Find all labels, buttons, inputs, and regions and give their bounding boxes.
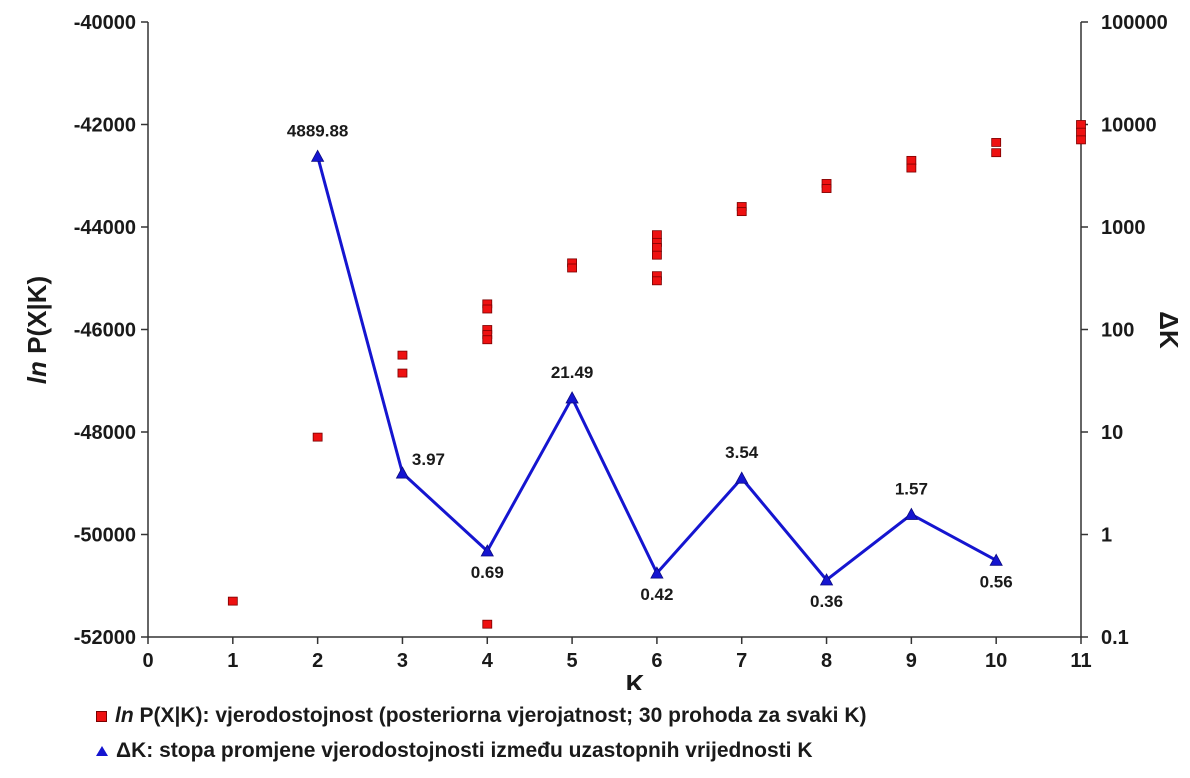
y-tick-label: -40000 bbox=[74, 12, 136, 34]
delta-k-line bbox=[316, 155, 997, 582]
ln-p-point bbox=[652, 276, 662, 286]
y-tick-label: -52000 bbox=[74, 627, 136, 649]
x-tick-label: 0 bbox=[142, 650, 153, 672]
x-tick-label: 11 bbox=[1070, 650, 1091, 672]
y-tick-label: -44000 bbox=[74, 217, 136, 239]
ln-p-point bbox=[1076, 127, 1086, 137]
y-tick-label: -46000 bbox=[74, 320, 136, 342]
ln-p-series bbox=[227, 120, 1086, 629]
legend-ln-p-label: P(X|K): vjerodostojnost (posteriorna vje… bbox=[133, 704, 867, 727]
delta-k-data-label: 3.54 bbox=[725, 443, 759, 462]
ln-p-point bbox=[652, 250, 662, 260]
y-axis-label-ln: ln bbox=[22, 361, 52, 384]
legend-item-delta-k: ΔK: stopa promjene vjerodostojnosti izme… bbox=[96, 739, 1186, 763]
delta-k-point bbox=[395, 466, 410, 479]
x-tick-label: 2 bbox=[312, 650, 323, 672]
y2-tick-label: 1000 bbox=[1101, 217, 1146, 239]
x-tick-label: 5 bbox=[567, 650, 578, 672]
x-axis-label: K bbox=[626, 669, 645, 690]
ln-p-point bbox=[227, 596, 238, 606]
y2-tick-label: 10 bbox=[1101, 422, 1123, 444]
delta-k-data-label: 21.49 bbox=[551, 363, 594, 382]
delta-k-data-label: 0.42 bbox=[640, 585, 673, 604]
x-tick-label: 4 bbox=[482, 650, 494, 672]
chart: -40000 -42000 -44000 -46000 -48000 -50000 -520… bbox=[22, 12, 1184, 690]
legend-item-ln-p: ln P(X|K): vjerodostojnost (posteriorna … bbox=[96, 704, 1186, 728]
delta-k-point bbox=[480, 544, 494, 557]
delta-k-data-label: 0.36 bbox=[810, 592, 843, 611]
delta-k-point bbox=[904, 507, 919, 520]
ln-p-point bbox=[821, 184, 832, 193]
x-tick-label: 3 bbox=[397, 650, 408, 672]
x-tick-label: 7 bbox=[736, 650, 747, 672]
legend-delta-k-label: ΔK: stopa promjene vjerodostojnosti izme… bbox=[116, 739, 813, 762]
axes bbox=[141, 21, 1088, 644]
ln-p-point bbox=[567, 263, 577, 273]
y2-tick-label: 100000 bbox=[1101, 12, 1168, 34]
delta-k-data-labels: 4889.88 3.97 0.69 21.49 0.42 3.54 0.36 1.57 0.56 bbox=[287, 121, 1013, 611]
ln-p-point bbox=[906, 163, 917, 173]
delta-k-data-label: 0.69 bbox=[471, 563, 504, 582]
ln-p-point bbox=[991, 148, 1002, 158]
y2-tick-label: 10000 bbox=[1101, 115, 1157, 137]
ln-p-point bbox=[1076, 120, 1086, 129]
delta-k-data-label: 3.97 bbox=[412, 450, 445, 469]
x-tick-label: 8 bbox=[821, 650, 832, 672]
y2-axis-label: ΔK bbox=[1154, 311, 1184, 349]
delta-k-data-label: 1.57 bbox=[895, 479, 928, 498]
tick-labels: -40000 -42000 -44000 -46000 -48000 -50000 -520… bbox=[74, 12, 1168, 672]
delta-k-point bbox=[310, 149, 325, 162]
delta-k-series bbox=[310, 149, 1003, 586]
ln-p-point bbox=[397, 368, 408, 378]
ln-p-point bbox=[312, 432, 323, 442]
x-tick-label: 1 bbox=[227, 650, 238, 672]
y2-tick-label: 0.1 bbox=[1101, 627, 1129, 649]
delta-k-point bbox=[819, 573, 834, 586]
y-tick-label: -50000 bbox=[74, 525, 136, 547]
x-tick-label: 9 bbox=[906, 650, 917, 672]
x-tick-label: 6 bbox=[651, 650, 662, 672]
delta-k-data-label: 0.56 bbox=[980, 572, 1013, 591]
delta-k-data-label: 4889.88 bbox=[287, 121, 348, 140]
ln-p-point bbox=[652, 243, 662, 252]
ln-p-point bbox=[652, 230, 662, 240]
legend-ln: ln bbox=[115, 704, 134, 727]
delta-k-point bbox=[650, 566, 664, 579]
ln-p-point bbox=[1076, 135, 1086, 145]
ln-p-point bbox=[906, 155, 917, 165]
y-axis-label-rest: P(X|K) bbox=[22, 276, 52, 361]
delta-k-point bbox=[989, 553, 1003, 566]
y2-tick-label: 100 bbox=[1101, 320, 1134, 342]
ln-p-point bbox=[482, 619, 493, 629]
delta-k-point bbox=[565, 391, 579, 404]
y2-tick-label: 1 bbox=[1101, 525, 1112, 547]
square-marker-icon bbox=[96, 710, 107, 722]
ln-p-point bbox=[991, 138, 1002, 147]
y-tick-label: -48000 bbox=[74, 422, 136, 444]
x-tick-label: 10 bbox=[985, 650, 1007, 672]
ln-p-point bbox=[482, 304, 493, 314]
ln-p-point bbox=[736, 207, 747, 217]
y-tick-label: -42000 bbox=[74, 115, 136, 137]
triangle-marker-icon bbox=[96, 746, 108, 757]
delta-k-point bbox=[735, 471, 749, 484]
ln-p-point bbox=[482, 335, 493, 345]
y-axis-label: ln P(X|K) bbox=[22, 276, 52, 384]
ln-p-point bbox=[397, 350, 408, 360]
